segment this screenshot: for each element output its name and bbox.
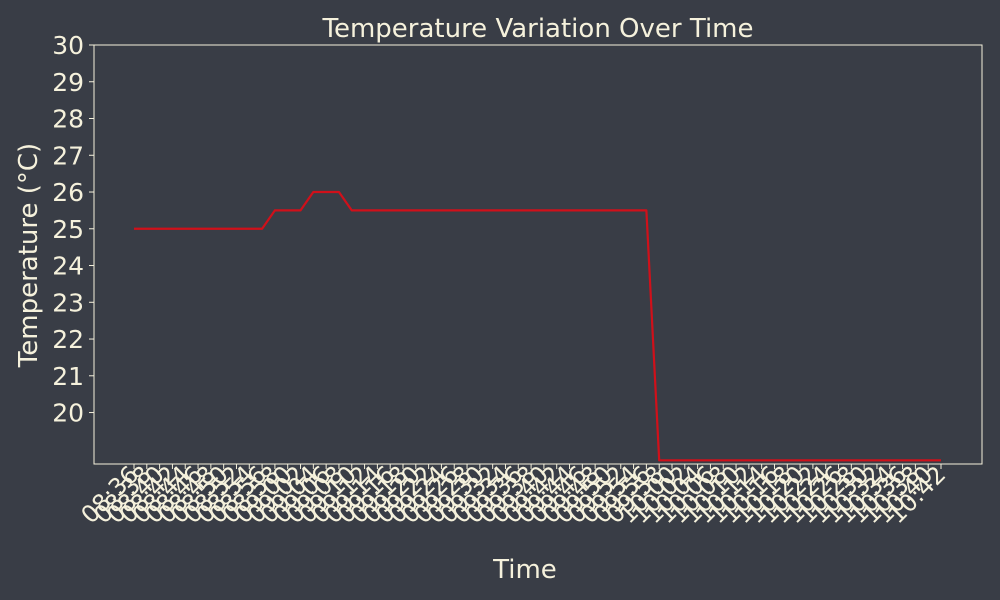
y-tick-label: 24 [52,252,84,281]
series-group [134,190,941,462]
y-axis: 20 21 22 23 24 25 26 27 28 29 30 [52,31,94,428]
y-tick-label: 27 [52,141,84,170]
y-tick-label: 23 [52,288,84,317]
y-tick-label: 20 [52,399,84,428]
y-tick-label: 26 [52,178,84,207]
y-tick-label: 28 [52,105,84,134]
y-tick-label: 21 [52,362,84,391]
chart-title: Temperature Variation Over Time [321,14,753,44]
x-axis-label: Time [492,555,557,585]
y-tick-label: 29 [52,68,84,97]
y-tick-label: 22 [52,325,84,354]
y-tick-label: 30 [52,31,84,60]
y-axis-label: Temperature (°C) [14,143,44,368]
x-axis: 08:3608:3808:4008:4208:4408:4608:4808:50… [76,460,952,529]
series-line-temperature [134,190,941,462]
y-tick-label: 25 [52,215,84,244]
plot-area [93,44,983,465]
